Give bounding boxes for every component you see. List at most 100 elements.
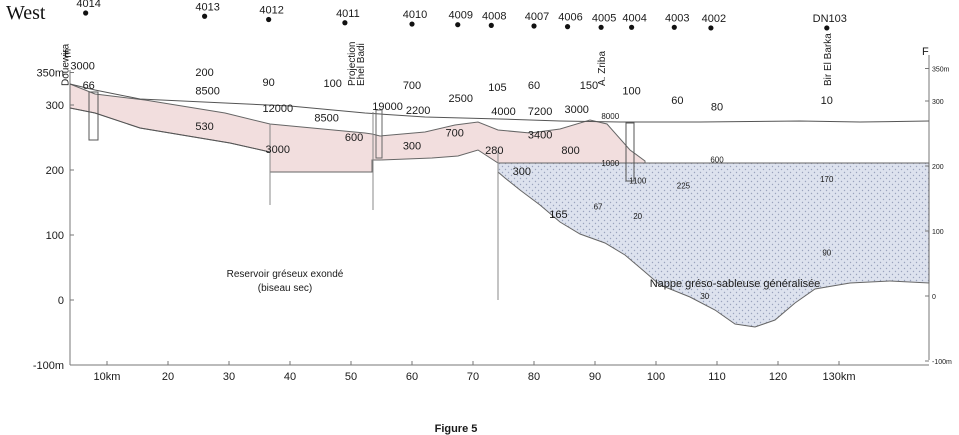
- well-id: 4008: [482, 10, 506, 22]
- well-marker: [342, 20, 348, 26]
- x-tick-label: 110: [708, 371, 726, 383]
- value-label: 19000: [372, 101, 403, 113]
- well-id: 4013: [195, 1, 219, 13]
- left-tick-label: -100m: [33, 360, 64, 372]
- left-tick-label: 0: [58, 295, 64, 307]
- value-label: 8500: [195, 85, 219, 97]
- left-tick-label: 300: [46, 100, 64, 112]
- value-label: 7200: [528, 106, 552, 118]
- value-label: 60: [671, 95, 683, 107]
- value-label: 3000: [266, 144, 290, 156]
- value-label: 530: [195, 121, 213, 133]
- nappe-label: Nappe gréso-sableuse généralisée: [650, 278, 821, 290]
- x-tick-label: 120: [769, 371, 787, 383]
- well-casing-zriba: [625, 122, 635, 182]
- x-tick-label: 30: [223, 371, 235, 383]
- reservoir-label-line2: (biseau sec): [258, 283, 312, 294]
- place-name: Douewira: [60, 43, 71, 86]
- right-tick-label: 100: [932, 229, 944, 236]
- well-id: 4006: [558, 12, 582, 24]
- well-id: 4005: [592, 12, 616, 24]
- well-marker: [488, 22, 494, 28]
- right-tick-label: 350m: [932, 67, 950, 74]
- well-marker: [824, 25, 830, 31]
- x-axis-ticks: 10km 20 30 40 50 60 70 80 90 100 110 120 130km: [94, 361, 856, 383]
- place-name: Projection: [347, 42, 358, 86]
- value-label: 2200: [406, 105, 430, 117]
- value-label: 300: [513, 166, 531, 178]
- x-tick-label: 10km: [94, 371, 121, 383]
- right-tick-label: -100m: [932, 359, 952, 366]
- well-id: 4009: [449, 10, 473, 22]
- well-id: 4007: [525, 11, 549, 23]
- value-label: 90: [822, 248, 831, 257]
- well-marker: [455, 22, 461, 28]
- well-id: 4010: [403, 9, 427, 21]
- value-label: 280: [485, 145, 503, 157]
- value-label: 100: [622, 85, 640, 97]
- value-label: 1100: [629, 176, 647, 185]
- value-label: 800: [561, 145, 579, 157]
- well-marker: [202, 13, 208, 19]
- well-marker: [598, 24, 604, 30]
- value-label: 20: [633, 212, 642, 221]
- x-tick-label: 60: [406, 371, 418, 383]
- value-label: 225: [677, 182, 691, 191]
- x-tick-label: 40: [284, 371, 296, 383]
- well-id: 4012: [259, 5, 283, 17]
- value-label: 8500: [314, 113, 338, 125]
- right-axis-ticks: 350m 300 200 100 0 -100m: [925, 67, 952, 366]
- well-marker: [83, 10, 89, 16]
- value-label: 4000: [491, 106, 515, 118]
- x-tick-label: 80: [528, 371, 540, 383]
- right-tick-label: 0: [932, 294, 936, 301]
- reservoir-label-line1: Reservoir gréseux exondé: [227, 269, 344, 280]
- x-tick-label: 130km: [822, 371, 855, 383]
- corner-label: West: [6, 2, 46, 24]
- value-label: 3400: [528, 129, 552, 141]
- wells: 4014 4013 4012 4011 4010 4009 4008 4007 4006 4005…: [76, 0, 847, 31]
- value-label: 2500: [449, 93, 473, 105]
- value-label: 66: [83, 80, 95, 92]
- x-tick-label: 20: [162, 371, 174, 383]
- figure-caption: Figure 5: [435, 423, 478, 435]
- left-axis-ticks: 350m 300 200 100 0 -100m: [33, 68, 74, 372]
- place-name: Bir El Barka: [823, 33, 834, 86]
- ground-surface: [69, 83, 930, 123]
- value-label: 80: [711, 102, 723, 114]
- right-tick-label: 200: [932, 164, 944, 171]
- x-tick-label: 70: [467, 371, 479, 383]
- value-label: 165: [549, 209, 567, 221]
- x-tick-label: 50: [345, 371, 357, 383]
- value-label: 150: [580, 80, 598, 92]
- x-tick-label: 100: [647, 371, 665, 383]
- section-end-left: E: [64, 48, 71, 60]
- value-label: 3000: [564, 104, 588, 116]
- value-label: 700: [403, 80, 421, 92]
- well-marker: [266, 16, 272, 23]
- well-marker: [409, 21, 415, 27]
- section-end-right: F: [922, 46, 929, 58]
- value-label: 600: [710, 156, 724, 165]
- x-tick-label: 90: [589, 371, 601, 383]
- value-label: 200: [195, 67, 213, 79]
- well-id: 4014: [76, 0, 100, 10]
- value-label: 10: [821, 95, 833, 107]
- value-label: 170: [820, 175, 834, 184]
- value-label: 12000: [263, 103, 294, 115]
- well-id: DN103: [813, 13, 847, 25]
- value-label: 600: [345, 132, 363, 144]
- right-tick-label: 300: [932, 99, 944, 106]
- value-label: 700: [446, 128, 464, 140]
- well-id: 4004: [622, 12, 646, 24]
- well-marker: [629, 24, 635, 30]
- value-label: 30: [700, 292, 709, 301]
- well-marker: [708, 25, 714, 31]
- value-label: 60: [528, 80, 540, 92]
- value-label: 100: [324, 78, 342, 90]
- nappe-aquifer: [497, 162, 930, 328]
- value-label: 1000: [601, 159, 619, 168]
- reservoir-base-line: [69, 107, 271, 153]
